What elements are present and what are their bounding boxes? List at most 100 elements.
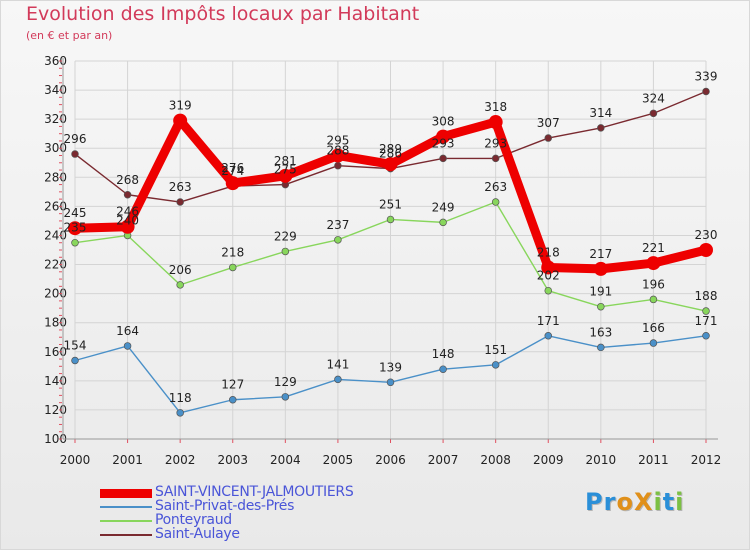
data-label: 171	[695, 314, 718, 328]
data-label: 206	[169, 263, 192, 277]
data-label: 127	[221, 378, 244, 392]
x-tick-label: 2004	[270, 453, 301, 467]
legend-label: Saint-Aulaye	[155, 526, 240, 542]
data-point	[71, 356, 79, 365]
x-tick-label: 2010	[586, 453, 617, 467]
data-point	[68, 221, 82, 236]
series-lines	[68, 87, 713, 417]
data-label: 218	[537, 245, 560, 259]
data-label: 324	[642, 91, 665, 105]
data-point	[330, 148, 345, 163]
data-point	[123, 191, 132, 199]
data-point	[544, 332, 552, 340]
logo-letter: t	[662, 488, 676, 516]
data-label: 246	[116, 205, 139, 219]
legend-label: Ponteyraud	[155, 512, 232, 528]
data-point	[649, 109, 658, 118]
y-tick-label: 200	[44, 287, 67, 301]
data-label: 196	[642, 277, 665, 291]
data-point	[702, 332, 710, 340]
data-label: 240	[116, 213, 139, 227]
data-label: 188	[695, 289, 718, 303]
data-point	[544, 286, 552, 295]
data-label: 286	[379, 147, 402, 161]
data-label: 268	[116, 173, 139, 187]
y-tick-label: 340	[44, 83, 67, 97]
chart-subtitle: (en € et par an)	[26, 29, 113, 42]
axes: 100 120 140 160 180 200 220 240 260 280 300 320 340 3…	[44, 54, 721, 467]
x-tick-label: 2002	[165, 453, 196, 467]
x-tick-label: 2011	[638, 453, 669, 467]
data-point	[176, 198, 184, 206]
data-point	[597, 124, 605, 132]
data-point	[334, 161, 342, 170]
data-label: 295	[326, 134, 349, 148]
data-label: 263	[484, 180, 507, 194]
data-label: 293	[484, 136, 507, 150]
data-label: 249	[432, 200, 455, 214]
data-point	[229, 263, 237, 272]
data-point	[281, 393, 290, 401]
data-label: 118	[169, 391, 192, 405]
data-point	[71, 238, 79, 247]
logo-letter: i	[653, 488, 663, 516]
data-point	[488, 115, 503, 130]
data-label: 217	[589, 247, 612, 261]
x-tick-label: 2006	[375, 453, 406, 467]
data-point	[439, 218, 447, 227]
data-label: 221	[642, 241, 665, 255]
data-point	[597, 343, 605, 352]
data-point	[334, 375, 342, 384]
data-label: 163	[589, 325, 612, 339]
data-label: 289	[379, 142, 402, 156]
x-tick-label: 2001	[112, 453, 143, 467]
data-point	[439, 365, 447, 373]
data-label: 308	[432, 115, 455, 129]
chart-title: Evolution des Impôts locaux par Habitant	[26, 3, 420, 25]
proxiti-logo: ProXiti	[585, 488, 684, 516]
data-label: 154	[64, 338, 87, 352]
data-point	[491, 198, 500, 206]
y-tick-label: 220	[44, 258, 67, 272]
data-label: 139	[379, 360, 402, 374]
y-tick-label: 160	[44, 345, 67, 359]
legend-swatch	[100, 534, 152, 536]
logo-letter: i	[675, 488, 685, 516]
data-point	[176, 409, 184, 417]
data-point	[173, 113, 188, 128]
x-tick-label: 2012	[691, 453, 722, 467]
y-tick-label: 260	[44, 199, 67, 213]
data-label: 148	[432, 347, 455, 361]
data-label: 281	[274, 154, 297, 168]
data-label: 191	[589, 285, 612, 299]
data-label: 151	[484, 343, 507, 357]
x-tick-label: 2007	[428, 453, 459, 467]
data-point	[544, 134, 552, 142]
data-point	[123, 342, 132, 350]
legend-label: Saint-Privat-des-Prés	[155, 498, 295, 514]
legend-label: SAINT-VINCENT-JALMOUTIERS	[155, 484, 354, 500]
data-point	[383, 157, 398, 172]
data-label: 141	[326, 357, 349, 371]
data-label: 307	[537, 116, 560, 130]
data-point	[597, 302, 605, 311]
data-label: 318	[484, 100, 507, 114]
data-point	[436, 129, 451, 144]
data-label: 274	[221, 164, 244, 178]
y-tick-label: 300	[44, 141, 67, 155]
data-label: 235	[64, 221, 87, 235]
data-point	[541, 260, 556, 275]
data-label: 237	[326, 218, 349, 232]
data-label: 171	[537, 314, 560, 328]
data-point	[278, 168, 293, 183]
data-point	[439, 154, 447, 163]
logo-letter: X	[633, 488, 654, 516]
data-label: 263	[169, 180, 192, 194]
y-tick-label: 240	[44, 228, 67, 242]
y-tick-label: 180	[44, 316, 67, 330]
data-point	[699, 243, 713, 257]
data-point	[649, 295, 658, 304]
logo-letter: o	[616, 488, 634, 516]
y-tick-label: 120	[44, 403, 67, 417]
